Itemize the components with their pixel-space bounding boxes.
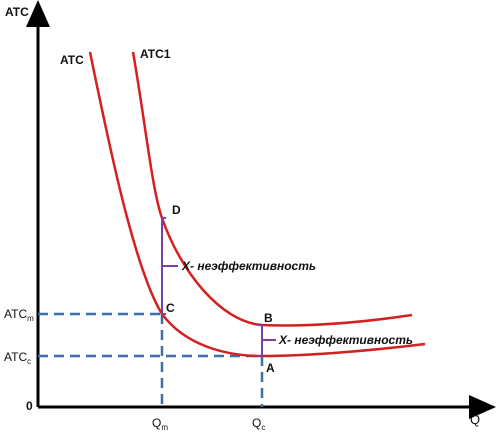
origin-label: 0	[26, 399, 33, 413]
atc-c-label: ATCc	[4, 350, 31, 366]
atc-curve	[88, 51, 426, 358]
x-axis-label: Q	[470, 412, 480, 427]
x-inefficiency-left-label: X- неэффективность	[181, 259, 316, 273]
point-c-label: C	[166, 301, 175, 315]
atc-m-label: ATCm	[4, 307, 34, 323]
bracket-right	[258, 324, 276, 357]
point-d-label: D	[172, 203, 181, 217]
atc1-curve	[131, 51, 413, 327]
dashed-guides	[38, 312, 264, 407]
atc-curve-label: ATC	[60, 53, 84, 67]
point-a-label: A	[266, 361, 275, 375]
y-axis-label: ATC	[5, 5, 29, 19]
x-inefficiency-right-label: X- неэффективность	[278, 333, 413, 347]
point-b-label: B	[264, 311, 273, 325]
atc1-curve-label: ATC1	[140, 47, 171, 61]
q-c-label: Qc	[252, 416, 265, 432]
bracket-left	[161, 217, 178, 315]
q-m-label: Qm	[152, 416, 168, 432]
